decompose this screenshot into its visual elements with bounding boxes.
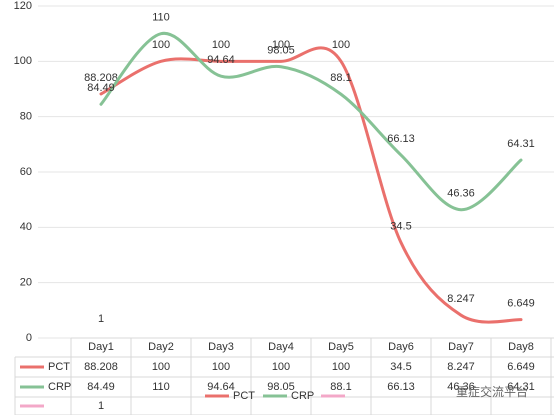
table-cell: 94.64 bbox=[207, 381, 235, 393]
x-tick-label: Day8 bbox=[508, 341, 534, 353]
data-label: 46.36 bbox=[447, 188, 475, 200]
y-tick-label: 20 bbox=[20, 277, 32, 289]
table-cell: 8.247 bbox=[447, 361, 475, 373]
data-label: 8.247 bbox=[447, 293, 475, 305]
table-cell: 1 bbox=[98, 400, 104, 412]
x-tick-label: Day5 bbox=[328, 341, 354, 353]
data-label: 110 bbox=[152, 12, 170, 24]
data-label: 66.13 bbox=[387, 133, 415, 145]
y-tick-label: 60 bbox=[20, 166, 32, 178]
y-tick-label: 100 bbox=[14, 55, 32, 67]
table-cell: 110 bbox=[152, 381, 170, 393]
x-tick-label: Day2 bbox=[148, 341, 174, 353]
data-label: 64.31 bbox=[507, 138, 535, 150]
table-cell: 84.49 bbox=[87, 381, 115, 393]
legend-label: CRP bbox=[291, 390, 314, 402]
table-cell: 34.5 bbox=[390, 361, 411, 373]
table-cell: 98.05 bbox=[267, 381, 295, 393]
data-label: 34.5 bbox=[390, 220, 411, 232]
data-label: 100 bbox=[272, 39, 290, 51]
data-label: 100 bbox=[212, 39, 230, 51]
data-label: 98.05 bbox=[267, 45, 295, 57]
watermark: 重症交流平台 bbox=[456, 384, 528, 399]
legend-label: PCT bbox=[233, 390, 255, 402]
table-cell: 66.13 bbox=[387, 381, 415, 393]
table-cell: 46.36 bbox=[447, 381, 475, 393]
data-label: 1 bbox=[98, 313, 104, 325]
table-cell: 100 bbox=[152, 361, 170, 373]
table-row-label: CRP bbox=[48, 381, 71, 393]
data-label: 88.1 bbox=[330, 72, 351, 84]
table-row-label: PCT bbox=[48, 361, 70, 373]
y-tick-label: 120 bbox=[14, 0, 32, 12]
data-label: 94.64 bbox=[207, 54, 235, 66]
table-cell: 6.649 bbox=[507, 361, 535, 373]
y-tick-label: 80 bbox=[20, 111, 32, 123]
table-cell: 64.31 bbox=[507, 381, 535, 393]
x-tick-label: Day6 bbox=[388, 341, 414, 353]
data-label: 100 bbox=[152, 39, 170, 51]
table-cell: 100 bbox=[272, 361, 290, 373]
data-label: 88.208 bbox=[84, 72, 118, 84]
x-tick-label: Day4 bbox=[268, 341, 294, 353]
table-cell: 88.208 bbox=[84, 361, 118, 373]
x-tick-label: Day1 bbox=[88, 341, 114, 353]
y-tick-label: 40 bbox=[20, 221, 32, 233]
y-tick-label: 0 bbox=[26, 332, 32, 344]
x-tick-label: Day7 bbox=[448, 341, 474, 353]
table-cell: 100 bbox=[212, 361, 230, 373]
series-line bbox=[99, 46, 523, 324]
table-cell: 100 bbox=[332, 361, 350, 373]
data-label: 100 bbox=[332, 39, 350, 51]
table-cell: 88.1 bbox=[330, 381, 351, 393]
x-tick-label: Day3 bbox=[208, 341, 234, 353]
data-label: 84.49 bbox=[87, 82, 115, 94]
data-label: 6.649 bbox=[507, 298, 535, 310]
series-line bbox=[99, 32, 523, 212]
